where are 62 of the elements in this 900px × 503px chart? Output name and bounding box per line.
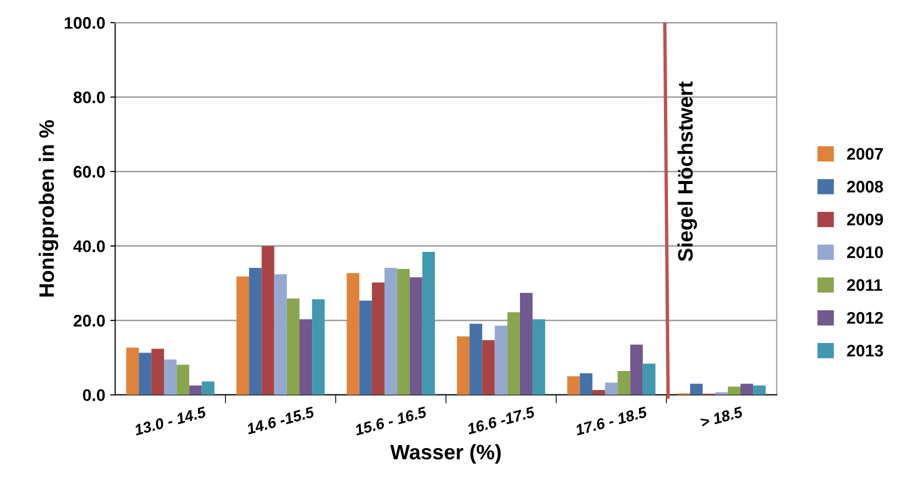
bar: [274, 274, 287, 395]
bar: [126, 348, 139, 395]
bar: [605, 382, 618, 395]
bar: [567, 376, 580, 395]
bar: [312, 299, 325, 395]
bar: [410, 277, 422, 395]
bar: [397, 269, 410, 395]
bar: [630, 344, 643, 395]
y-tick-label: 40.0: [73, 240, 105, 252]
bar: [456, 336, 470, 395]
x-tick-label: 17.6 - 18.5: [574, 406, 648, 436]
bar: [164, 359, 177, 395]
y-tick-label: 20.0: [74, 314, 105, 327]
x-axis-title: Wasser (%): [390, 444, 501, 464]
bar: [372, 282, 385, 395]
legend-label: 2007: [847, 148, 883, 160]
bar: [189, 386, 202, 395]
legend-label: 2008: [847, 180, 884, 193]
legend-label: 2013: [847, 344, 883, 357]
bar: [494, 326, 508, 395]
legend-label: 2010: [847, 246, 883, 258]
bar: [753, 386, 766, 395]
legend-label: 2012: [847, 312, 883, 324]
bar: [740, 384, 754, 395]
x-tick-label: 13.0 - 14.5: [134, 406, 207, 436]
bar: [715, 392, 728, 395]
bar: [618, 371, 630, 395]
bar: [482, 340, 495, 395]
annotation: Siegel Höchstwert: [677, 81, 697, 262]
x-tick-label: > 18.5: [700, 406, 744, 428]
bar: [138, 352, 152, 395]
x-tick-label: 15.6 - 16.5: [354, 406, 428, 436]
bar: [262, 246, 274, 395]
bar: [470, 324, 482, 395]
bar: [592, 390, 606, 395]
bar: [642, 364, 656, 395]
bar: [202, 381, 214, 395]
y-axis-title: Honigproben in %: [38, 120, 58, 296]
x-tick-label: 14.6 -15.5: [246, 406, 316, 435]
bar: [532, 319, 546, 395]
bar: [286, 298, 300, 395]
bar: [580, 373, 592, 395]
legend-label: 2011: [847, 279, 882, 291]
bar: [359, 300, 372, 395]
bar: [690, 384, 703, 395]
bar: [507, 312, 520, 395]
bar: [520, 292, 533, 395]
bar: [299, 319, 312, 395]
legend-label: 2009: [847, 214, 883, 226]
y-tick-label: 80.0: [74, 91, 105, 104]
bar: [236, 276, 250, 395]
bar: [728, 386, 740, 395]
y-tick-label: 100.0: [64, 17, 105, 29]
bar: [249, 268, 262, 395]
x-tick-label: 16.6 -17.5: [466, 406, 536, 435]
bar: [346, 273, 360, 395]
bar: [176, 364, 190, 395]
y-tick-label: 60.0: [74, 166, 105, 178]
bar: [422, 252, 435, 395]
bar: [384, 268, 398, 395]
y-tick-label: 0.0: [82, 389, 105, 402]
bar: [151, 348, 164, 395]
